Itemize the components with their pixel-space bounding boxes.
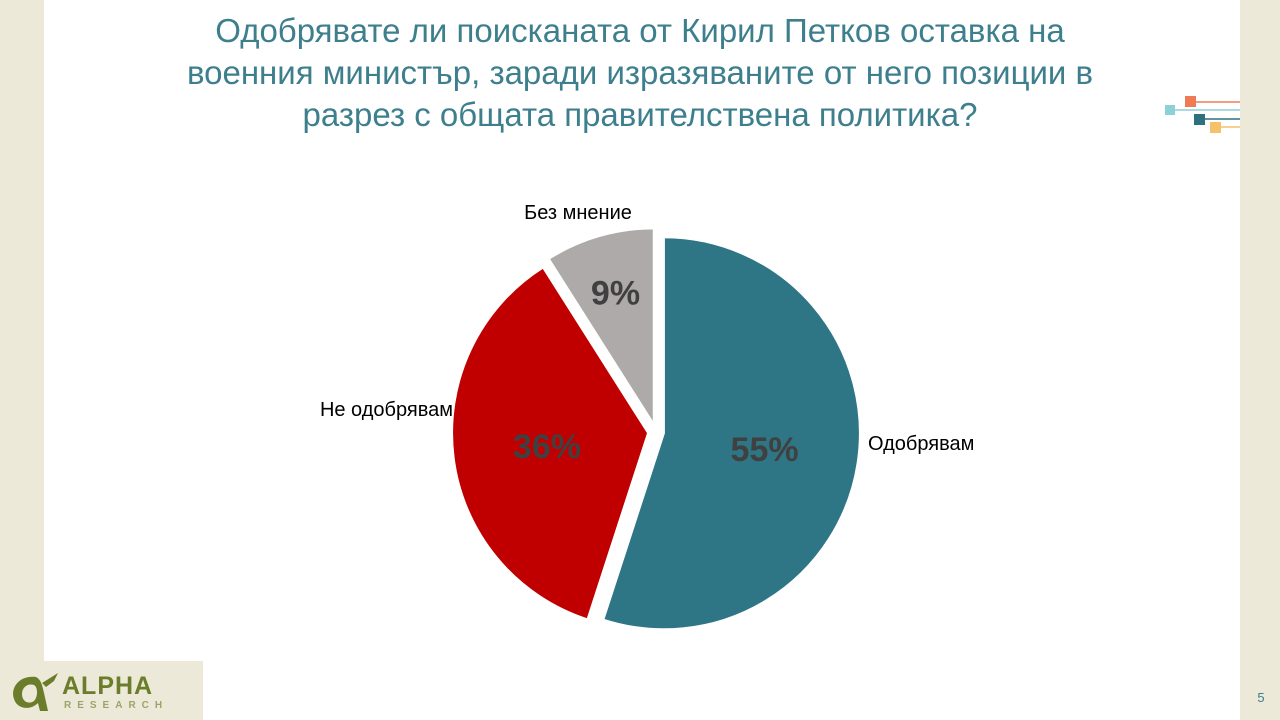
alpha-research-logo: ALPHA RESEARCH xyxy=(0,661,203,720)
alpha-logo-mark-icon xyxy=(13,673,58,711)
right-frame-strip xyxy=(1240,0,1280,720)
logo-wordmark: ALPHA xyxy=(62,672,154,700)
chart-title-line-1: Одобрявате ли поисканата от Кирил Петков… xyxy=(215,12,1065,49)
pie-slice-3 xyxy=(547,227,655,428)
pie-value-label-3: 9% xyxy=(591,275,640,313)
pie-slice-1 xyxy=(602,236,861,631)
chart-title-line-3: разрез с общата правителствена политика? xyxy=(302,96,978,133)
logo-subtitle: RESEARCH xyxy=(64,700,169,711)
deco-square-teal xyxy=(1194,114,1205,125)
page-number: 5 xyxy=(1257,690,1265,705)
deco-square-orange xyxy=(1185,96,1196,107)
pie-value-label-2: 36% xyxy=(513,428,581,466)
chart-title-line-2: военния министър, заради изразяваните от… xyxy=(186,54,1094,91)
pie-slice-2 xyxy=(451,266,650,621)
decorative-squares-graphic xyxy=(1165,96,1240,133)
deco-square-yellow xyxy=(1210,122,1221,133)
pie-value-label-1: 55% xyxy=(731,431,799,469)
deco-square-cyan xyxy=(1165,105,1175,115)
pie-category-label-3: Без мнение xyxy=(524,202,632,224)
chart-title: Одобрявате ли поисканата от Кирил Петков… xyxy=(0,10,1280,136)
pie-category-label-1: Одобрявам xyxy=(868,433,974,455)
pie-category-label-2: Не одобрявам xyxy=(320,399,453,421)
